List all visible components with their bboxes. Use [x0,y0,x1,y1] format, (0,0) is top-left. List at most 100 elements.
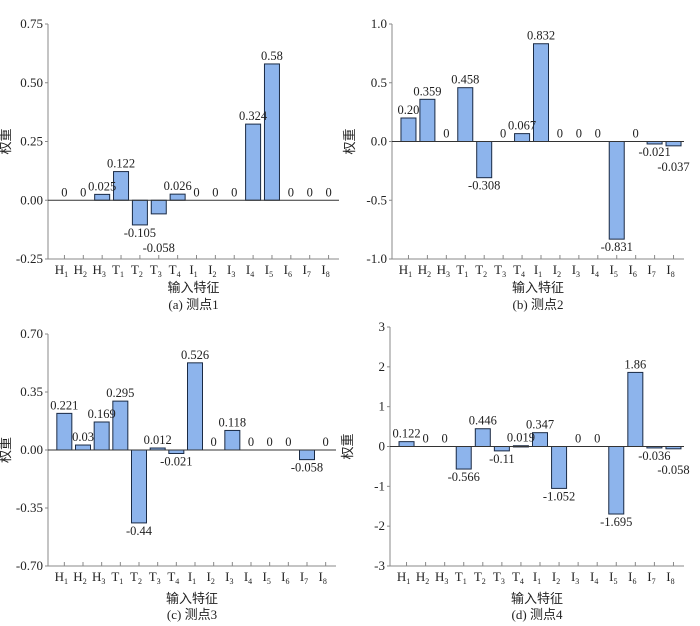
x-tick-label: I1 [189,262,197,279]
data-label: 0.012 [144,433,172,447]
bar-T2 [131,199,148,226]
data-label: 0 [323,435,329,449]
y-tick-label: 0.50 [20,75,43,90]
bar-H1 [56,412,73,451]
data-label: -0.021 [160,454,192,468]
y-tick-label: 0.00 [20,442,43,457]
x-tick-label: I7 [647,569,655,586]
chart-panel-2: -1.0 -0.5 0.0 0.5 1.0 H1 H2 H3 T1 T2 T3 T4 I1 I2 I3 I4 I… [342,16,690,312]
data-label: -0.058 [657,463,689,477]
data-label: 0.58 [261,49,283,63]
x-tick-label: H3 [92,262,105,279]
data-label: 0.122 [107,157,135,171]
data-label: 0.019 [507,431,535,445]
y-tick-label: -1 [374,478,385,493]
x-tick-label: I4 [244,569,252,586]
bar-H2 [75,444,91,451]
x-tick-label: I5 [610,262,618,279]
bar-H1 [400,117,417,142]
data-label: 0 [267,435,273,449]
data-label: -0.058 [291,461,323,475]
y-tick-label: 2 [379,359,386,374]
data-label: 0.20 [398,103,420,117]
y-tick-label: 0.25 [20,134,43,149]
x-tick-label: T1 [112,262,124,279]
x-tick-label: I6 [281,569,289,586]
x-tick-label: H3 [435,569,448,586]
x-tick-label: I6 [628,262,636,279]
x-tick-label: I2 [206,569,214,586]
data-label: 0.026 [164,179,192,193]
bar-I5 [608,141,625,240]
x-tick-label: I4 [591,262,599,279]
x-tick-label: H1 [399,262,412,279]
y-tick-label: 3 [379,319,386,334]
data-label: -0.037 [657,160,689,174]
data-label: 0 [285,435,291,449]
bar-H3 [94,193,111,201]
x-tick-label: H1 [55,569,68,586]
y-tick-label: -0.35 [16,500,43,515]
x-tick-label: T4 [169,262,181,279]
data-label: -1.052 [543,489,575,503]
data-label: -0.021 [638,145,670,159]
x-tick-label: I6 [284,262,292,279]
data-label: 0 [212,185,218,199]
data-label: -0.831 [601,240,633,254]
data-label: 0 [576,127,582,141]
data-label: 0.347 [526,418,554,432]
x-tick-label: T2 [474,569,486,586]
x-axis-title: 输入特征 [511,591,563,606]
bar-T3 [493,446,510,452]
panel-caption: (c) 测点3 [167,607,217,622]
panel-caption: (d) 测点4 [512,607,563,622]
x-tick-label: I5 [262,569,270,586]
data-label: -0.058 [143,241,175,255]
y-tick-label: 0.5 [371,75,387,90]
chart-panel-1: -0.25 0.00 0.25 0.50 0.75 H1 H2 H3 T1 T2 T3 T4 I1 I2 I… [0,16,339,312]
bar-T4 [514,133,531,143]
x-tick-label: T1 [455,569,467,586]
x-axis-title: 输入特征 [167,280,219,295]
y-tick-label: 0.70 [20,326,43,341]
x-tick-label: T1 [111,569,123,586]
x-tick-label: T2 [475,262,487,279]
panel-caption: (b) 测点2 [513,297,564,312]
y-tick-label: -0.25 [16,251,43,266]
x-tick-label: T1 [456,262,468,279]
panel-caption: (a) 测点1 [168,297,218,312]
data-label: 0 [231,185,237,199]
x-tick-label: I1 [188,569,196,586]
data-label: 0 [594,432,600,446]
x-tick-label: H1 [55,262,68,279]
y-tick-label: 0.0 [371,134,387,149]
data-label: 0.025 [88,179,116,193]
y-tick-label: 0.35 [20,384,43,399]
x-tick-label: I3 [572,262,580,279]
data-label: -0.11 [489,452,515,466]
bar-T2 [476,141,493,179]
x-tick-label: T3 [150,262,162,279]
x-tick-label: I7 [303,262,311,279]
y-axis-title: 权重 [0,128,13,154]
bar-I6 [627,371,644,447]
data-label: 0 [193,185,199,199]
x-tick-label: I3 [227,262,235,279]
data-label: -0.036 [638,449,670,463]
y-tick-label: 1.0 [371,16,387,31]
x-tick-label: I7 [647,262,655,279]
x-tick-label: H2 [418,262,431,279]
x-tick-label: I4 [246,262,254,279]
data-label: 0 [307,185,313,199]
data-label: 0.295 [106,386,134,400]
data-label: 0.446 [469,414,497,428]
x-tick-label: I4 [590,569,598,586]
bar-T4 [168,449,185,454]
x-tick-label: I3 [225,569,233,586]
data-label: 0.832 [527,29,555,43]
bar-I4 [245,123,262,201]
chart-panel-3: -0.70 -0.35 0.00 0.35 0.70 H1 H2 H3 T1 T2 T3 T4 I1 I2… [0,326,336,622]
x-tick-label: T2 [130,569,142,586]
y-tick-label: 1 [379,399,386,414]
y-axis-title: 权重 [340,433,355,459]
